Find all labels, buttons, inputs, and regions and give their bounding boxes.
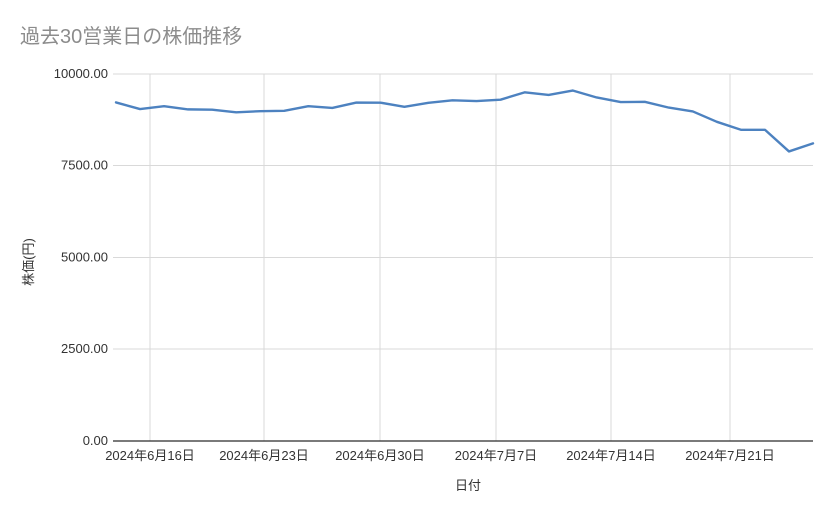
svg-text:7500.00: 7500.00 bbox=[61, 158, 108, 173]
svg-text:2024年6月30日: 2024年6月30日 bbox=[335, 448, 425, 463]
svg-text:2024年7月21日: 2024年7月21日 bbox=[685, 448, 775, 463]
svg-text:0.00: 0.00 bbox=[83, 433, 108, 448]
svg-text:日付: 日付 bbox=[455, 478, 481, 493]
svg-text:2500.00: 2500.00 bbox=[61, 341, 108, 356]
svg-text:2024年6月16日: 2024年6月16日 bbox=[105, 448, 195, 463]
svg-text:2024年6月23日: 2024年6月23日 bbox=[219, 448, 309, 463]
svg-text:5000.00: 5000.00 bbox=[61, 250, 108, 265]
svg-text:株価(円): 株価(円) bbox=[21, 238, 36, 286]
svg-text:2024年7月7日: 2024年7月7日 bbox=[455, 448, 537, 463]
svg-text:2024年7月14日: 2024年7月14日 bbox=[566, 448, 656, 463]
svg-text:10000.00: 10000.00 bbox=[54, 66, 108, 81]
